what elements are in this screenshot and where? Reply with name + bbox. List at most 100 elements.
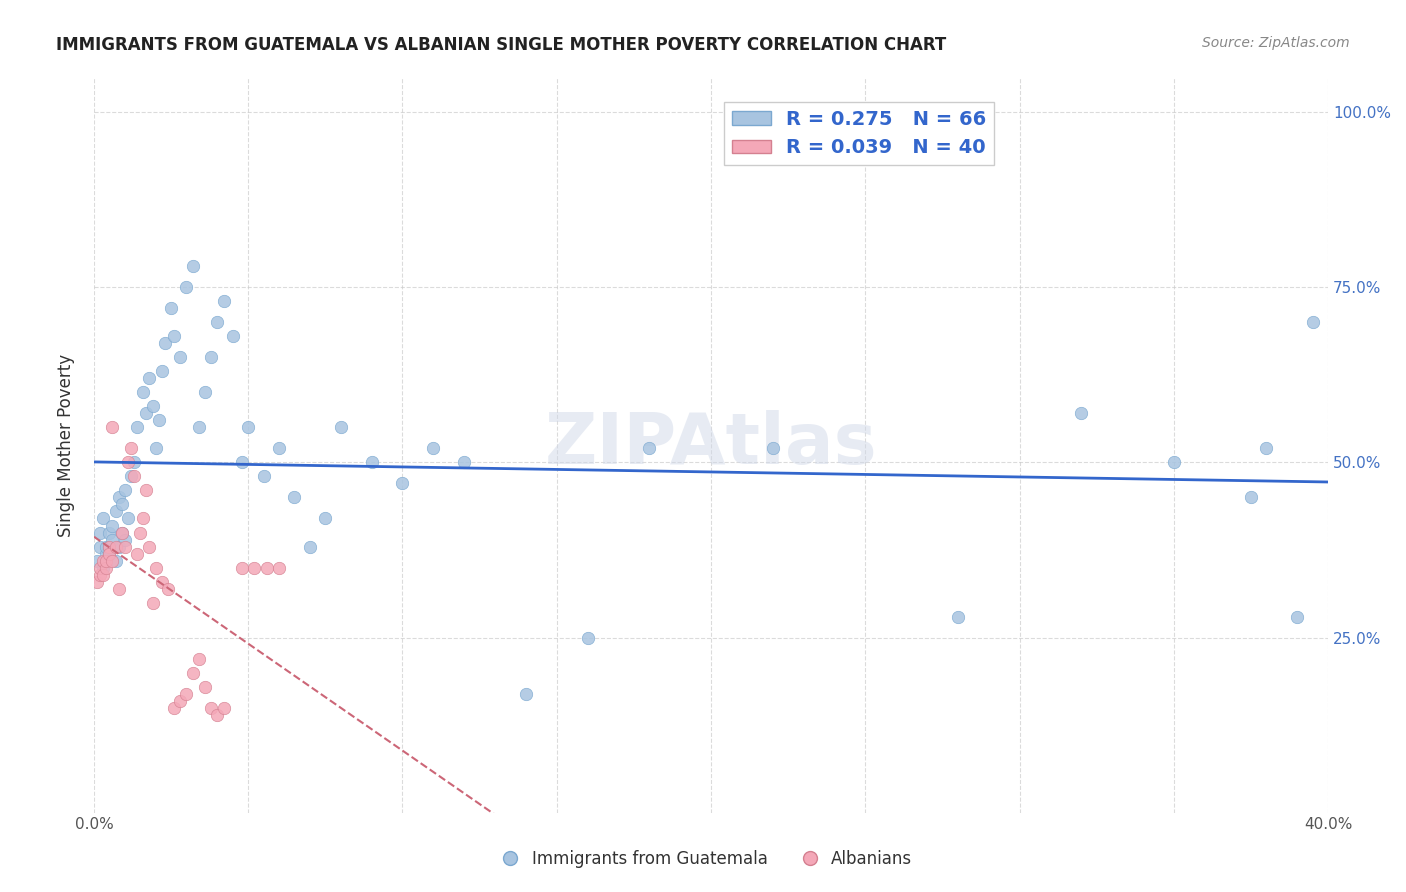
Point: [89, 525, 111, 540]
Point: [200, 700, 222, 714]
Point: [117, 511, 139, 525]
Point: [163, 700, 186, 714]
Point: [267, 442, 290, 456]
Point: [117, 455, 139, 469]
Point: [212, 700, 235, 714]
Point: [1302, 316, 1324, 330]
Point: [160, 301, 183, 316]
Point: [150, 574, 173, 589]
Point: [127, 547, 149, 561]
Point: [132, 385, 155, 400]
Point: [111, 525, 134, 540]
Point: [176, 280, 198, 294]
Point: [169, 693, 191, 707]
Point: [256, 560, 278, 574]
Point: [360, 455, 382, 469]
Point: [638, 442, 661, 456]
Point: [194, 680, 217, 694]
Point: [253, 469, 276, 483]
Point: [135, 407, 157, 421]
Point: [104, 540, 127, 554]
Point: [150, 364, 173, 378]
Point: [107, 491, 129, 505]
Point: [135, 483, 157, 498]
Point: [98, 547, 121, 561]
Point: [96, 560, 118, 574]
Point: [142, 400, 165, 414]
Point: [101, 533, 124, 547]
Point: [222, 329, 245, 343]
Point: [89, 540, 111, 554]
Point: [515, 686, 537, 700]
Point: [148, 413, 170, 427]
Point: [98, 540, 121, 554]
Point: [169, 351, 191, 365]
Point: [1070, 407, 1092, 421]
Point: [1286, 609, 1309, 624]
Point: [96, 553, 118, 567]
Point: [120, 442, 142, 456]
Point: [231, 455, 253, 469]
Point: [114, 533, 136, 547]
Point: [329, 420, 352, 434]
Point: [86, 574, 108, 589]
Point: [86, 553, 108, 567]
Point: [298, 540, 321, 554]
Point: [91, 511, 114, 525]
Point: [212, 294, 235, 309]
Point: [200, 351, 222, 365]
Point: [96, 547, 118, 561]
Point: [207, 316, 229, 330]
Point: [138, 371, 160, 385]
Point: [101, 420, 124, 434]
Text: ZIPAtlas: ZIPAtlas: [544, 410, 877, 480]
Point: [132, 511, 155, 525]
Point: [107, 540, 129, 554]
Point: [576, 631, 599, 645]
Point: [762, 442, 785, 456]
Point: [1256, 442, 1278, 456]
Point: [138, 540, 160, 554]
Point: [267, 560, 290, 574]
Point: [156, 582, 179, 596]
Point: [153, 336, 176, 351]
Text: Source: ZipAtlas.com: Source: ZipAtlas.com: [1202, 36, 1350, 50]
Point: [122, 469, 145, 483]
Point: [104, 553, 127, 567]
Point: [122, 455, 145, 469]
Point: [422, 442, 444, 456]
Point: [391, 476, 413, 491]
Point: [145, 560, 167, 574]
Y-axis label: Single Mother Poverty: Single Mother Poverty: [58, 353, 75, 537]
Point: [243, 560, 266, 574]
Point: [129, 525, 152, 540]
Point: [98, 540, 121, 554]
Point: [187, 420, 209, 434]
Legend: R = 0.275   N = 66, R = 0.039   N = 40: R = 0.275 N = 66, R = 0.039 N = 40: [724, 102, 994, 165]
Point: [120, 469, 142, 483]
Point: [114, 483, 136, 498]
Point: [231, 560, 253, 574]
Point: [181, 260, 204, 274]
Point: [181, 665, 204, 680]
Point: [91, 567, 114, 582]
Point: [91, 560, 114, 574]
Point: [98, 547, 121, 561]
Point: [145, 442, 167, 456]
Point: [114, 540, 136, 554]
Text: IMMIGRANTS FROM GUATEMALA VS ALBANIAN SINGLE MOTHER POVERTY CORRELATION CHART: IMMIGRANTS FROM GUATEMALA VS ALBANIAN SI…: [56, 36, 946, 54]
Point: [111, 525, 134, 540]
Point: [194, 385, 217, 400]
Point: [1163, 455, 1185, 469]
Point: [98, 525, 121, 540]
Point: [89, 567, 111, 582]
Point: [176, 686, 198, 700]
Point: [163, 329, 186, 343]
Point: [101, 553, 124, 567]
Point: [314, 511, 336, 525]
Point: [142, 595, 165, 609]
Point: [207, 707, 229, 722]
Point: [96, 540, 118, 554]
Point: [111, 498, 134, 512]
Point: [101, 518, 124, 533]
